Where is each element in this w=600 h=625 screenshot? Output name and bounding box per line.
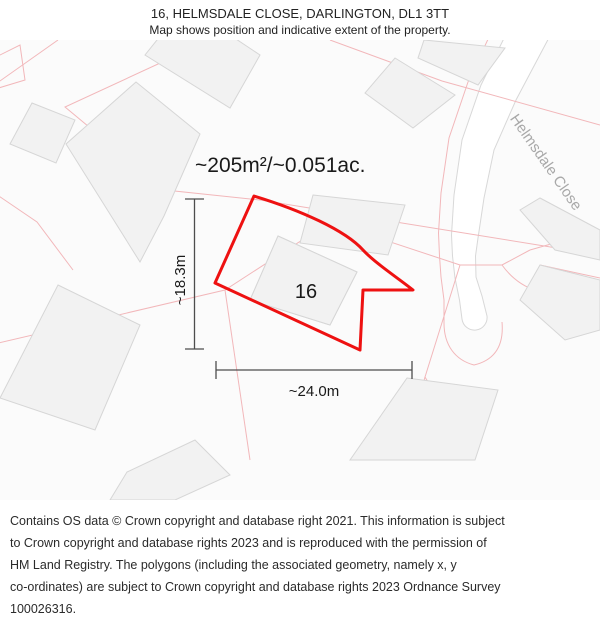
svg-text:~24.0m: ~24.0m bbox=[289, 383, 339, 400]
svg-text:~18.3m: ~18.3m bbox=[172, 255, 189, 305]
svg-text:16: 16 bbox=[295, 281, 317, 303]
svg-text:~205m²/~0.051ac.: ~205m²/~0.051ac. bbox=[195, 154, 365, 177]
